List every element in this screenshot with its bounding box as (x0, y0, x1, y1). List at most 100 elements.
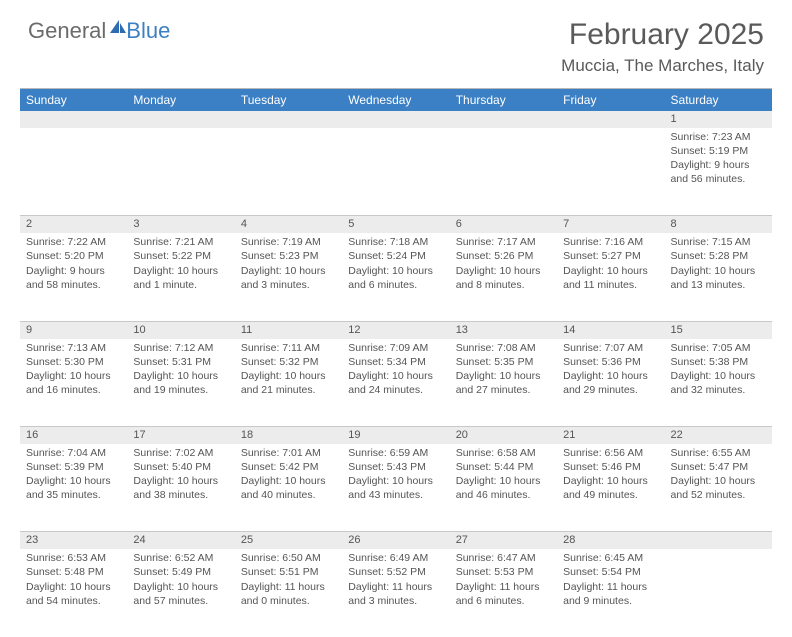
weekday-header: Wednesday (342, 89, 449, 111)
weekday-header: Friday (557, 89, 664, 111)
dl2-text: and 27 minutes. (456, 383, 551, 397)
sunset-text: Sunset: 5:28 PM (671, 249, 766, 263)
dl2-text: and 38 minutes. (133, 488, 228, 502)
day-cell: Sunrise: 6:49 AMSunset: 5:52 PMDaylight:… (342, 549, 449, 637)
sunrise-text: Sunrise: 6:59 AM (348, 446, 443, 460)
day-number-row: 16171819202122 (20, 427, 772, 444)
sunset-text: Sunset: 5:54 PM (563, 565, 658, 579)
sunset-text: Sunset: 5:30 PM (26, 355, 121, 369)
header: General Blue February 2025 Muccia, The M… (0, 0, 792, 84)
sunrise-text: Sunrise: 7:15 AM (671, 235, 766, 249)
day-cell: Sunrise: 7:21 AMSunset: 5:22 PMDaylight:… (127, 233, 234, 321)
dl1-text: Daylight: 10 hours (133, 369, 228, 383)
day-number-row: 232425262728 (20, 532, 772, 549)
day-number: 8 (665, 216, 772, 233)
day-cell: Sunrise: 7:09 AMSunset: 5:34 PMDaylight:… (342, 339, 449, 427)
sunrise-text: Sunrise: 7:05 AM (671, 341, 766, 355)
title-block: February 2025 Muccia, The Marches, Italy (561, 18, 764, 76)
sunset-text: Sunset: 5:35 PM (456, 355, 551, 369)
day-cell (127, 128, 234, 216)
day-number: 18 (235, 427, 342, 444)
day-cell (235, 128, 342, 216)
sunset-text: Sunset: 5:27 PM (563, 249, 658, 263)
sunrise-text: Sunrise: 7:08 AM (456, 341, 551, 355)
day-cell: Sunrise: 7:11 AMSunset: 5:32 PMDaylight:… (235, 339, 342, 427)
day-cell: Sunrise: 7:05 AMSunset: 5:38 PMDaylight:… (665, 339, 772, 427)
day-number: 25 (235, 532, 342, 549)
day-cell (557, 128, 664, 216)
sunset-text: Sunset: 5:22 PM (133, 249, 228, 263)
weekday-header: Monday (127, 89, 234, 111)
sunrise-text: Sunrise: 7:13 AM (26, 341, 121, 355)
sunset-text: Sunset: 5:49 PM (133, 565, 228, 579)
day-number (235, 111, 342, 128)
day-number-row: 9101112131415 (20, 321, 772, 338)
page-title: February 2025 (561, 18, 764, 52)
dl2-text: and 16 minutes. (26, 383, 121, 397)
day-number (450, 111, 557, 128)
day-cell (20, 128, 127, 216)
dl1-text: Daylight: 10 hours (241, 264, 336, 278)
day-number: 11 (235, 321, 342, 338)
day-cell: Sunrise: 7:16 AMSunset: 5:27 PMDaylight:… (557, 233, 664, 321)
dl1-text: Daylight: 11 hours (348, 580, 443, 594)
day-number (557, 111, 664, 128)
weekday-header: Tuesday (235, 89, 342, 111)
dl2-text: and 35 minutes. (26, 488, 121, 502)
day-number: 22 (665, 427, 772, 444)
day-cell: Sunrise: 7:01 AMSunset: 5:42 PMDaylight:… (235, 444, 342, 532)
dl1-text: Daylight: 10 hours (26, 580, 121, 594)
sunset-text: Sunset: 5:24 PM (348, 249, 443, 263)
day-number: 4 (235, 216, 342, 233)
dl2-text: and 11 minutes. (563, 278, 658, 292)
sunrise-text: Sunrise: 7:21 AM (133, 235, 228, 249)
day-number: 26 (342, 532, 449, 549)
day-cell: Sunrise: 6:59 AMSunset: 5:43 PMDaylight:… (342, 444, 449, 532)
sunrise-text: Sunrise: 7:04 AM (26, 446, 121, 460)
dl2-text: and 9 minutes. (563, 594, 658, 608)
day-number: 3 (127, 216, 234, 233)
weekday-header-row: Sunday Monday Tuesday Wednesday Thursday… (20, 89, 772, 111)
day-content-row: Sunrise: 7:22 AMSunset: 5:20 PMDaylight:… (20, 233, 772, 321)
sunrise-text: Sunrise: 7:17 AM (456, 235, 551, 249)
day-number: 10 (127, 321, 234, 338)
sunset-text: Sunset: 5:42 PM (241, 460, 336, 474)
day-number: 5 (342, 216, 449, 233)
dl2-text: and 29 minutes. (563, 383, 658, 397)
day-cell (665, 549, 772, 637)
dl2-text: and 46 minutes. (456, 488, 551, 502)
day-number-row: 2345678 (20, 216, 772, 233)
dl1-text: Daylight: 10 hours (241, 369, 336, 383)
sunrise-text: Sunrise: 7:19 AM (241, 235, 336, 249)
day-content-row: Sunrise: 6:53 AMSunset: 5:48 PMDaylight:… (20, 549, 772, 637)
sunrise-text: Sunrise: 7:11 AM (241, 341, 336, 355)
dl1-text: Daylight: 11 hours (456, 580, 551, 594)
logo-text-general: General (28, 18, 106, 44)
day-number: 20 (450, 427, 557, 444)
day-number: 15 (665, 321, 772, 338)
dl2-text: and 49 minutes. (563, 488, 658, 502)
dl2-text: and 32 minutes. (671, 383, 766, 397)
dl1-text: Daylight: 10 hours (456, 369, 551, 383)
day-number (665, 532, 772, 549)
day-number: 19 (342, 427, 449, 444)
location-text: Muccia, The Marches, Italy (561, 56, 764, 76)
day-number (342, 111, 449, 128)
day-number: 12 (342, 321, 449, 338)
weekday-header: Sunday (20, 89, 127, 111)
dl1-text: Daylight: 11 hours (241, 580, 336, 594)
day-number: 2 (20, 216, 127, 233)
dl2-text: and 52 minutes. (671, 488, 766, 502)
logo-sail-icon (108, 16, 128, 42)
day-content-row: Sunrise: 7:04 AMSunset: 5:39 PMDaylight:… (20, 444, 772, 532)
day-cell: Sunrise: 6:56 AMSunset: 5:46 PMDaylight:… (557, 444, 664, 532)
day-number: 24 (127, 532, 234, 549)
dl2-text: and 58 minutes. (26, 278, 121, 292)
day-number: 17 (127, 427, 234, 444)
dl1-text: Daylight: 10 hours (133, 264, 228, 278)
dl1-text: Daylight: 10 hours (26, 369, 121, 383)
day-cell: Sunrise: 6:50 AMSunset: 5:51 PMDaylight:… (235, 549, 342, 637)
sunset-text: Sunset: 5:52 PM (348, 565, 443, 579)
sunset-text: Sunset: 5:19 PM (671, 144, 766, 158)
day-number: 27 (450, 532, 557, 549)
